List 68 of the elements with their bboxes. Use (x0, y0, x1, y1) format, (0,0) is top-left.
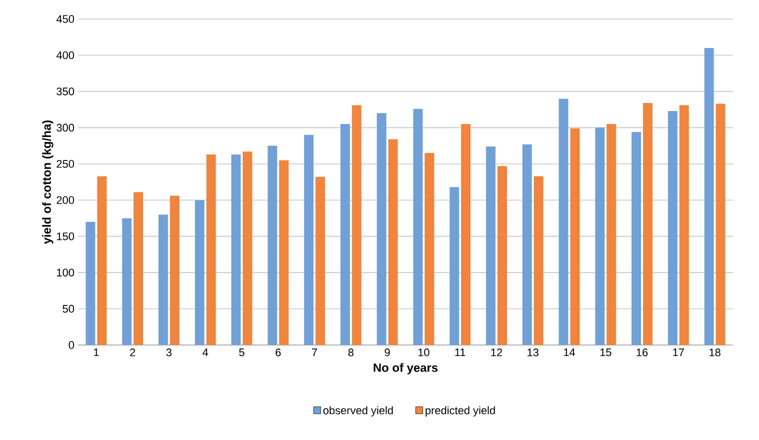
y-tick-label: 300 (56, 124, 74, 132)
bar (158, 214, 168, 345)
bar (279, 160, 289, 345)
x-tick-label: 3 (166, 348, 172, 356)
x-tick-label: 9 (384, 348, 390, 356)
bar (242, 152, 252, 345)
y-tick-label: 100 (57, 268, 74, 276)
y-tick-label: 350 (56, 88, 74, 96)
x-tick-label: 14 (564, 348, 576, 356)
bar (86, 222, 96, 345)
bar (170, 196, 180, 345)
bar (606, 124, 616, 345)
bar (716, 104, 726, 345)
bar (231, 154, 241, 345)
bar (570, 128, 580, 345)
bar (534, 176, 544, 345)
bar (304, 134, 314, 345)
y-tick-label: 50 (62, 304, 74, 313)
bar (643, 103, 652, 345)
y-tick-label: 200 (56, 196, 74, 204)
bar (134, 192, 144, 345)
bar (424, 153, 434, 345)
x-tick-label: 10 (418, 348, 430, 356)
bar (679, 105, 689, 345)
bar (376, 113, 386, 345)
bar (632, 132, 642, 345)
x-tick-label: 11 (455, 348, 466, 356)
y-tick-label: 450 (56, 15, 74, 23)
x-tick-label: 17 (673, 348, 684, 356)
bar (97, 176, 107, 345)
bar (340, 124, 350, 345)
bar (668, 111, 678, 345)
x-tick-label: 15 (600, 348, 612, 356)
x-tick-label: 8 (348, 348, 354, 356)
x-tick-label: 18 (710, 348, 720, 356)
legend-label: observed yield (323, 406, 393, 416)
bar (316, 176, 325, 345)
bar (388, 139, 398, 345)
x-axis-title: No of years (374, 363, 438, 374)
bar (450, 187, 460, 345)
x-tick-label: 16 (636, 348, 648, 356)
bar (595, 128, 605, 345)
x-tick-label: 5 (239, 348, 244, 356)
x-tick-label: 4 (202, 348, 208, 356)
bar (704, 48, 714, 345)
bar (194, 200, 204, 345)
bar (413, 108, 423, 345)
bar (486, 146, 496, 345)
x-tick-label: 7 (312, 348, 318, 356)
x-tick-label: 6 (276, 348, 281, 356)
y-tick-label: 0 (68, 341, 74, 349)
y-tick-label: 400 (56, 51, 74, 60)
y-tick-label: 250 (56, 160, 74, 168)
bar (558, 98, 568, 345)
bar (352, 105, 362, 345)
x-tick-label: 1 (94, 348, 99, 356)
bar (497, 166, 507, 345)
y-tick-label: 150 (57, 232, 74, 240)
bar (122, 218, 132, 345)
x-tick-label: 2 (130, 348, 136, 356)
bar (206, 154, 216, 345)
x-tick-label: 12 (491, 348, 502, 356)
x-tick-label: 13 (528, 348, 538, 356)
legend-label: predicted yield (426, 406, 495, 416)
bar (268, 146, 278, 345)
y-axis-title: yield of cotton (kg/ha) (42, 120, 54, 244)
bar (461, 124, 471, 345)
bar (522, 144, 532, 345)
